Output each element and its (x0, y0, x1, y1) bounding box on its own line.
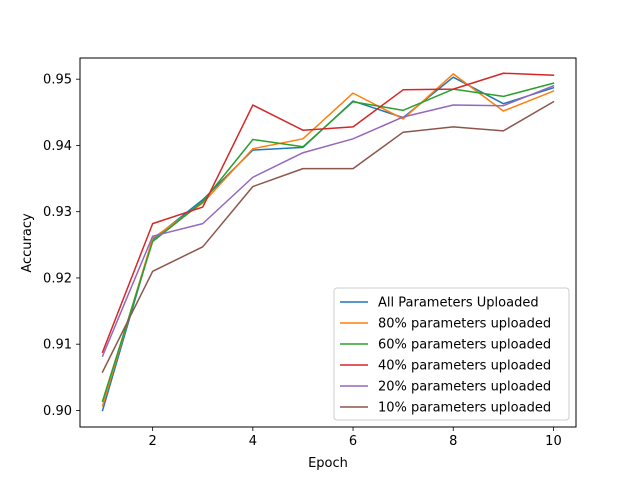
y-axis-ticks: 0.90 0.91 0.92 0.93 0.94 0.95 (43, 73, 80, 419)
legend-entry-label: All Parameters Uploaded (378, 296, 539, 311)
x-tick-label: 4 (249, 434, 257, 449)
legend-box (333, 287, 570, 421)
x-tick-label: 2 (149, 434, 157, 449)
legend-entry-label: 20% parameters uploaded (378, 380, 551, 395)
y-tick-label: 0.91 (43, 338, 72, 353)
series-line-4 (101, 72, 555, 354)
y-tick-label: 0.92 (43, 271, 72, 286)
series-line-6 (101, 100, 555, 374)
y-axis-label: Accuracy (20, 213, 35, 273)
legend: All Parameters Uploaded 80% parameters up… (333, 287, 570, 421)
y-tick-label: 0.93 (43, 205, 72, 220)
y-tick-label: 0.95 (43, 73, 72, 88)
axes-frame (79, 57, 577, 428)
y-tick-label: 0.94 (43, 139, 72, 154)
series-line-5 (101, 84, 555, 358)
x-axis-label: Epoch (308, 456, 348, 471)
x-tick-label: 6 (349, 434, 357, 449)
x-tick-label: 8 (449, 434, 457, 449)
series-lines (101, 72, 555, 412)
legend-entry-label: 80% parameters uploaded (378, 317, 551, 332)
x-axis-ticks: 2 4 6 8 10 (149, 427, 562, 449)
legend-entry-label: 10% parameters uploaded (378, 401, 551, 416)
x-tick-label: 10 (545, 434, 562, 449)
series-line-3 (101, 82, 555, 403)
y-tick-label: 0.90 (43, 404, 72, 419)
legend-entry-label: 60% parameters uploaded (378, 338, 551, 353)
legend-entry-label: 40% parameters uploaded (378, 359, 551, 374)
